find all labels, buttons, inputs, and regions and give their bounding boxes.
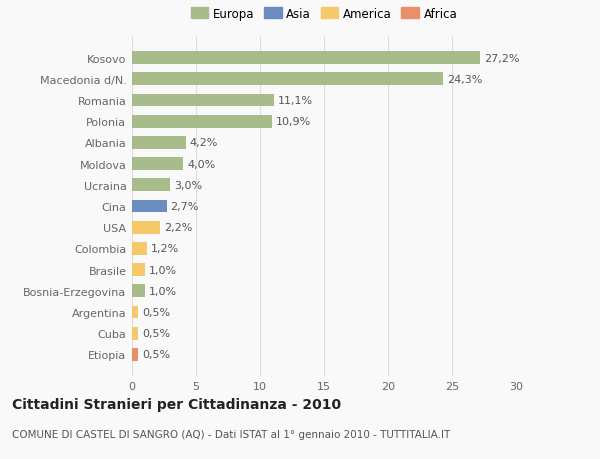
Text: 10,9%: 10,9% — [275, 117, 311, 127]
Text: 27,2%: 27,2% — [484, 54, 520, 63]
Bar — [132, 306, 139, 319]
Text: 3,0%: 3,0% — [174, 180, 202, 190]
Bar — [132, 158, 183, 171]
Text: 4,2%: 4,2% — [190, 138, 218, 148]
Bar — [132, 327, 139, 340]
Bar — [132, 242, 148, 255]
Text: 11,1%: 11,1% — [278, 96, 313, 106]
Bar — [132, 116, 272, 129]
Bar — [132, 348, 139, 361]
Bar — [132, 200, 167, 213]
Text: 0,5%: 0,5% — [142, 308, 170, 317]
Text: 1,0%: 1,0% — [149, 265, 177, 275]
Text: 24,3%: 24,3% — [447, 75, 482, 84]
Text: 2,7%: 2,7% — [170, 202, 199, 212]
Text: Cittadini Stranieri per Cittadinanza - 2010: Cittadini Stranieri per Cittadinanza - 2… — [12, 397, 341, 411]
Bar — [132, 137, 186, 150]
Text: 2,2%: 2,2% — [164, 223, 193, 233]
Text: 0,5%: 0,5% — [142, 329, 170, 338]
Bar — [132, 52, 480, 65]
Text: COMUNE DI CASTEL DI SANGRO (AQ) - Dati ISTAT al 1° gennaio 2010 - TUTTITALIA.IT: COMUNE DI CASTEL DI SANGRO (AQ) - Dati I… — [12, 429, 450, 439]
Bar — [132, 221, 160, 234]
Bar — [132, 179, 170, 192]
Bar — [132, 285, 145, 297]
Text: 1,2%: 1,2% — [151, 244, 179, 254]
Bar — [132, 73, 443, 86]
Legend: Europa, Asia, America, Africa: Europa, Asia, America, Africa — [187, 4, 461, 24]
Bar — [132, 95, 274, 107]
Bar — [132, 263, 145, 276]
Text: 1,0%: 1,0% — [149, 286, 177, 296]
Text: 4,0%: 4,0% — [187, 159, 215, 169]
Text: 0,5%: 0,5% — [142, 350, 170, 359]
